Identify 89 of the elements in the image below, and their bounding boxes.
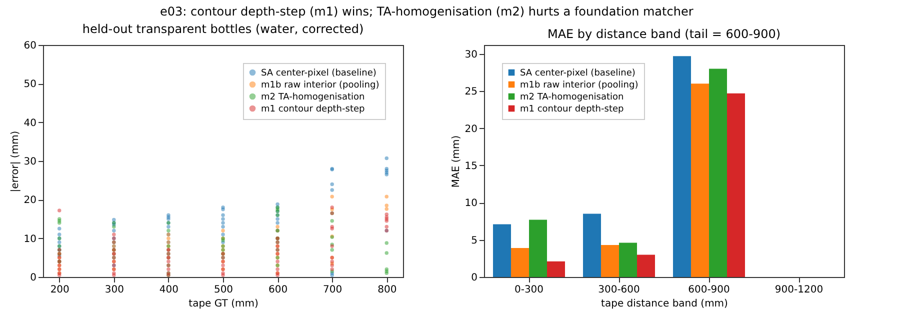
y-tick-label: 15 (464, 160, 478, 172)
x-tick-label: 600 (268, 284, 288, 296)
point (276, 267, 280, 272)
point (384, 241, 389, 245)
y-tick-label: 60 (24, 40, 36, 52)
point (166, 236, 170, 240)
point (221, 232, 225, 236)
point (276, 224, 280, 229)
point (166, 224, 170, 229)
point (221, 221, 225, 225)
chart-title: held-out transparent bottles (water, corrected) (82, 22, 364, 36)
point (330, 194, 334, 198)
point (384, 251, 389, 255)
point (384, 224, 389, 229)
point (330, 248, 334, 252)
x-tick-label: 700 (323, 284, 342, 296)
point (221, 213, 225, 217)
legend-label: m1b raw interior (pooling) (261, 80, 380, 90)
x-tick-label: 500 (214, 284, 234, 296)
y-tick-label: 5 (471, 235, 478, 246)
point (276, 202, 280, 206)
point (112, 228, 116, 232)
text: e03: contour depth-step (m1) wins; TA-homogenisation (m2) hurts a foundation matcher (160, 4, 694, 18)
legend-label: SA center-pixel (baseline) (520, 68, 636, 78)
bar (529, 220, 547, 277)
legend-label: m2 TA-homogenisation (520, 92, 624, 102)
point (166, 260, 170, 264)
x-axis-title: tape distance band (mm) (601, 298, 728, 310)
legend-label: m2 TA-homogenisation (261, 92, 365, 102)
x-tick-label: 300 (104, 284, 124, 296)
bar (601, 245, 619, 277)
legend-label: m1 contour depth-step (261, 104, 366, 114)
point (112, 218, 116, 222)
x-tick-label: 600-900 (688, 284, 730, 296)
legend-label: m1b raw interior (pooling) (520, 80, 638, 90)
bar (691, 84, 709, 277)
y-tick-label: 20 (24, 195, 36, 206)
point (57, 226, 62, 231)
y-axis-title: |error| (mm) (10, 130, 21, 192)
point (166, 267, 170, 272)
legend-label: m1 contour depth-step (520, 104, 624, 114)
point (221, 264, 225, 268)
bar (709, 68, 727, 277)
point (384, 194, 389, 198)
x-tick-label: 900-1200 (774, 284, 824, 296)
point (276, 217, 280, 221)
point (330, 182, 334, 186)
bar (673, 56, 691, 277)
y-tick-label: 30 (24, 156, 36, 168)
y-tick-label: 50 (24, 79, 36, 90)
point (57, 240, 62, 244)
x-tick-label: 300-600 (598, 284, 640, 296)
point (384, 204, 389, 208)
y-tick-label: 0 (471, 272, 478, 284)
bar (619, 242, 637, 277)
legend-label: SA center-pixel (baseline) (261, 68, 376, 78)
point (221, 228, 225, 232)
y-tick-label: 40 (24, 118, 36, 129)
point (221, 224, 225, 229)
point (330, 219, 334, 223)
point (276, 260, 280, 264)
x-axis-title: tape GT (mm) (188, 298, 258, 310)
y-tick-label: 20 (464, 124, 478, 135)
chart-title: MAE by distance band (tail = 600-900) (547, 27, 781, 41)
point (221, 217, 225, 221)
bar (583, 214, 601, 277)
point (276, 221, 280, 225)
y-tick-label: 0 (30, 272, 36, 284)
bar (493, 224, 511, 277)
y-axis-title: MAE (mm) (450, 135, 462, 188)
point (112, 232, 116, 236)
point (384, 156, 389, 160)
point (166, 228, 170, 232)
y-tick-label: 10 (24, 234, 36, 245)
x-tick-label: 800 (378, 284, 397, 296)
y-tick-label: 10 (464, 198, 478, 210)
x-tick-label: 200 (50, 284, 70, 296)
point (384, 207, 389, 211)
x-tick-label: 0-300 (514, 284, 544, 296)
y-tick-label: 25 (464, 86, 478, 98)
bar (727, 93, 745, 277)
y-tick-label: 30 (464, 49, 478, 60)
point (330, 188, 334, 192)
point (57, 208, 62, 212)
point (57, 232, 62, 236)
bar (547, 261, 565, 277)
x-tick-label: 400 (159, 284, 178, 296)
bar (511, 248, 529, 277)
bar (637, 254, 655, 277)
